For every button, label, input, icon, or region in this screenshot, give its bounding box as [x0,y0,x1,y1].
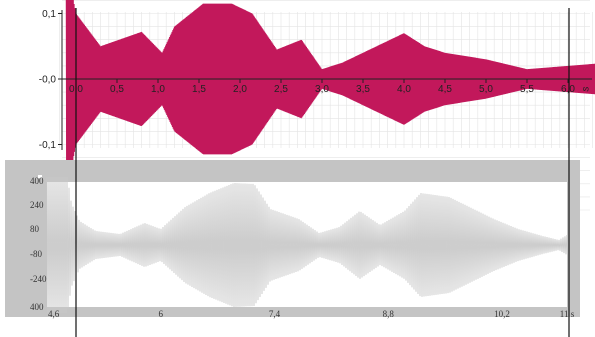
upper-x-tick-label: 5,0 [479,84,493,95]
upper-series-line [65,0,595,188]
lower-y-tick-label: 400 [30,176,44,186]
upper-x-tick-label: 6,0 [561,84,575,95]
lower-y-ticks: 400 240 80 -80 -240 400 [30,176,47,312]
upper-x-tick-label: 1,0 [151,84,165,95]
lower-y-tick-label: 80 [30,224,40,234]
lower-marker [38,175,42,178]
upper-chart: 0,20,1-0,0-0,1-0,2 0,00,51,01,52,02,53,0… [39,0,595,217]
upper-y-tick-label: -0,1 [39,140,57,151]
upper-y-tick-label: -0,0 [39,75,57,86]
lower-series-line [46,176,568,314]
lower-y-tick-label: -240 [30,274,47,284]
lower-x-ticks: 4,6 6 7,4 8,8 10,2 11 s [48,309,575,319]
upper-x-tick-label: 3,5 [356,84,370,95]
upper-x-tick-label: 0,5 [110,84,124,95]
lower-chart: 400 240 80 -80 -240 400 4,6 6 7,4 8,8 10,2 11 s [5,160,580,319]
upper-x-tick-label: 3,0 [315,84,329,95]
lower-y-tick-label: -80 [30,249,42,259]
lower-x-tick-label: 8,8 [383,309,395,319]
lower-x-tick-label: 7,4 [269,309,281,319]
lower-waveform [46,176,568,314]
upper-x-ticks: 0,00,51,01,52,02,53,03,54,04,55,05,56,06… [69,79,575,95]
upper-x-tick-label: 2,5 [274,84,288,95]
upper-y-tick-label: 0,1 [42,9,56,20]
lower-y-tick-label: 240 [30,200,44,210]
upper-x-tick-label: 4,0 [397,84,411,95]
lower-x-tick-label: 6 [159,309,164,319]
upper-waveform [65,0,595,188]
upper-x-tick-label: 2,0 [233,84,247,95]
upper-x-tick-label: 5,5 [520,84,534,95]
lower-x-tick-label: 11 s [560,309,575,319]
upper-x-tick-label: 1,5 [192,84,206,95]
upper-x-unit: s [580,86,592,93]
upper-x-tick-label: 4,5 [438,84,452,95]
upper-axes [61,10,592,150]
lower-x-tick-label: 4,6 [48,309,60,319]
lower-plot-area [47,182,567,307]
lower-x-tick-label: 10,2 [494,309,510,319]
lower-y-tick-label: 400 [30,302,44,312]
